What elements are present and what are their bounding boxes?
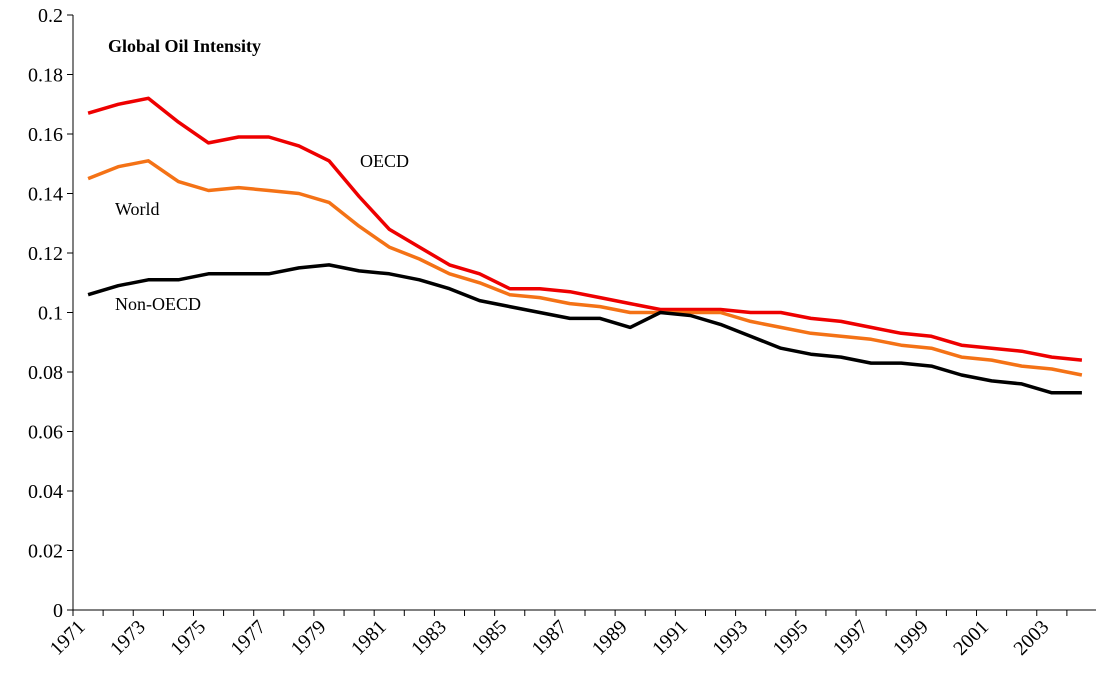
x-tick-label: 1971 (46, 616, 90, 660)
x-tick-label: 1977 (226, 616, 270, 660)
x-tick-label: 1989 (588, 616, 632, 660)
x-tick-label: 1979 (287, 616, 331, 660)
x-tick-label: 1991 (648, 616, 692, 660)
y-tick-label: 0.06 (28, 422, 63, 444)
x-tick-label: 1981 (347, 616, 391, 660)
y-tick-label: 0.12 (28, 243, 63, 265)
x-tick-label: 1999 (889, 616, 933, 660)
y-tick-label: 0.08 (28, 362, 63, 384)
y-tick-label: 0.04 (28, 481, 63, 503)
series-line (87, 263, 1082, 395)
x-tick-label: 2001 (949, 616, 993, 660)
series-line (87, 159, 1083, 377)
x-tick-label: 1993 (708, 616, 752, 660)
x-tick-label: 1987 (528, 616, 572, 660)
y-tick-label: 0.16 (28, 124, 63, 146)
x-tick-label: 1997 (829, 616, 873, 660)
y-tick-label: 0 (53, 600, 63, 622)
series-label: OECD (360, 151, 409, 171)
x-tick-label: 1975 (166, 616, 210, 660)
y-tick-label: 0.02 (28, 541, 63, 563)
x-tick-label: 2003 (1010, 616, 1054, 660)
y-tick-label: 0.2 (38, 5, 63, 27)
y-tick-label: 0.14 (28, 184, 63, 206)
series-label: Non-OECD (115, 294, 201, 314)
series-label: World (115, 199, 160, 219)
x-tick-label: 1973 (106, 616, 150, 660)
x-tick-label: 1983 (407, 616, 451, 660)
x-tick-label: 1985 (467, 616, 511, 660)
chart-title: Global Oil Intensity (108, 36, 261, 56)
y-tick-label: 0.18 (28, 65, 63, 87)
x-tick-label: 1995 (769, 616, 813, 660)
y-tick-label: 0.1 (38, 303, 63, 325)
series-line (87, 96, 1083, 362)
